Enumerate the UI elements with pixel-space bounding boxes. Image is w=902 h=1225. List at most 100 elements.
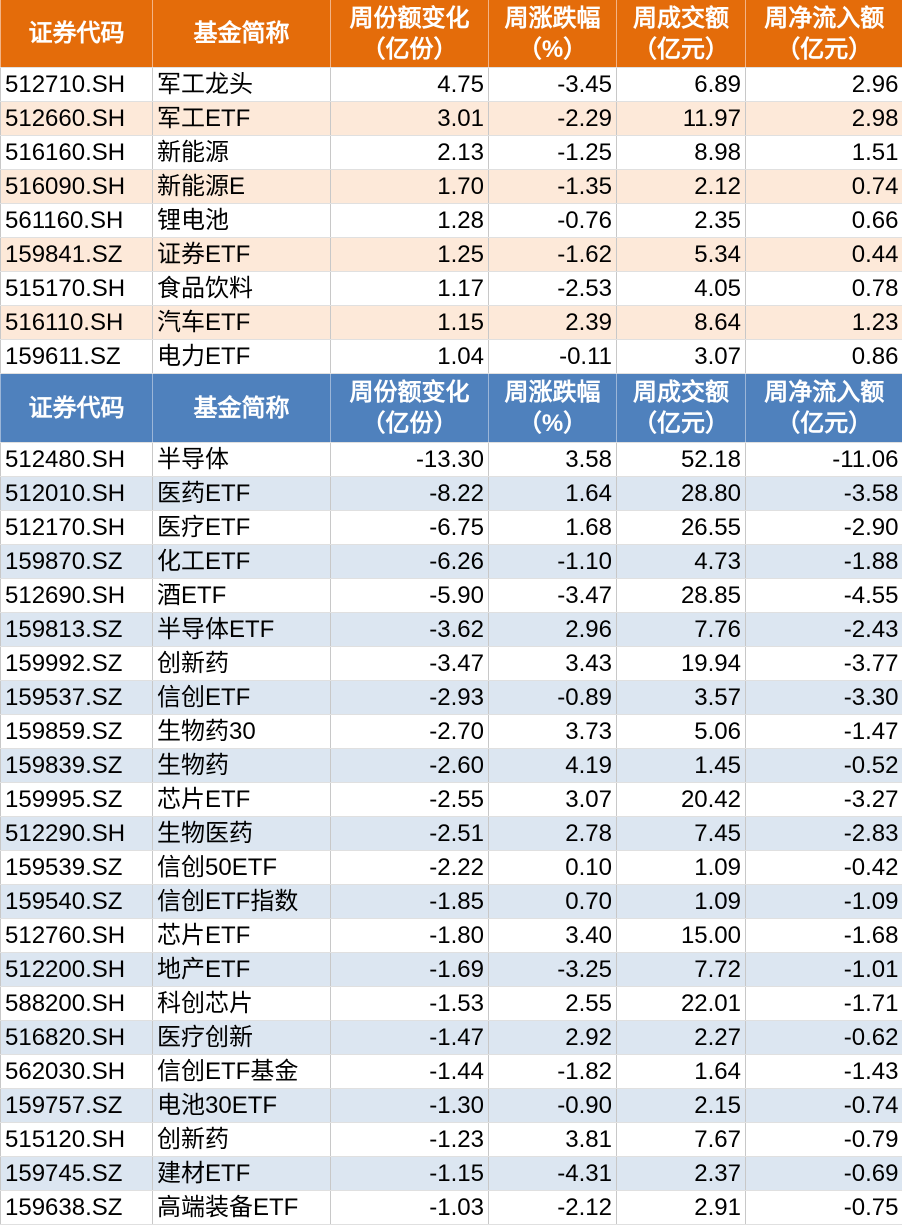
name-cell: 新能源E bbox=[152, 169, 331, 204]
value-cell: 1.25 bbox=[330, 237, 489, 272]
value-cell: -1.30 bbox=[330, 1088, 489, 1123]
value-cell: -1.43 bbox=[745, 1054, 902, 1089]
header-cell: 周净流入额 （亿元） bbox=[745, 0, 902, 68]
code-cell: 159537.SZ bbox=[0, 680, 153, 715]
value-cell: 5.34 bbox=[616, 237, 746, 272]
value-cell: 3.01 bbox=[330, 101, 489, 136]
value-cell: -2.55 bbox=[330, 782, 489, 817]
header-text: 周涨跌幅 bbox=[504, 379, 601, 406]
header-cell: 基金简称 bbox=[152, 0, 331, 68]
value-cell: -1.03 bbox=[330, 1190, 489, 1225]
value-cell: 3.58 bbox=[488, 442, 617, 477]
value-cell: -0.76 bbox=[488, 203, 617, 238]
value-cell: -2.43 bbox=[745, 612, 902, 647]
value-cell: 2.27 bbox=[616, 1020, 746, 1055]
code-cell: 588200.SH bbox=[0, 986, 153, 1021]
name-cell: 科创芯片 bbox=[152, 986, 331, 1021]
code-cell: 512170.SH bbox=[0, 510, 153, 545]
data-table: 证券代码 基金简称 周份额变化 （亿份） 周涨跌幅 （%） 周成交额 （亿元） 周净流入额 （亿元… bbox=[0, 374, 902, 1225]
value-cell: -8.22 bbox=[330, 476, 489, 511]
value-cell: -1.10 bbox=[488, 544, 617, 579]
value-cell: -3.45 bbox=[488, 67, 617, 102]
value-cell: 0.86 bbox=[745, 339, 902, 374]
table-row: 159813.SZ 半导体ETF -3.62 2.96 7.76 -2.43 bbox=[0, 612, 902, 647]
value-cell: 8.64 bbox=[616, 305, 746, 340]
name-cell: 创新药 bbox=[152, 646, 331, 681]
value-cell: -0.42 bbox=[745, 850, 902, 885]
data-table: 证券代码 基金简称 周份额变化 （亿份） 周涨跌幅 （%） 周成交额 （亿元） 周净流入额 （亿元… bbox=[0, 0, 902, 374]
code-cell: 512010.SH bbox=[0, 476, 153, 511]
table-row: 159638.SZ 高端装备ETF -1.03 -2.12 2.91 -0.75 bbox=[0, 1190, 902, 1225]
code-cell: 159813.SZ bbox=[0, 612, 153, 647]
value-cell: -5.90 bbox=[330, 578, 489, 613]
value-cell: -2.29 bbox=[488, 101, 617, 136]
name-cell: 信创ETF bbox=[152, 680, 331, 715]
value-cell: 3.40 bbox=[488, 918, 617, 953]
table-row: 159995.SZ 芯片ETF -2.55 3.07 20.42 -3.27 bbox=[0, 782, 902, 817]
value-cell: 20.42 bbox=[616, 782, 746, 817]
value-cell: 3.81 bbox=[488, 1122, 617, 1157]
table-row: 512760.SH 芯片ETF -1.80 3.40 15.00 -1.68 bbox=[0, 918, 902, 953]
value-cell: 1.17 bbox=[330, 271, 489, 306]
name-cell: 生物药30 bbox=[152, 714, 331, 749]
table-row: 512290.SH 生物医药 -2.51 2.78 7.45 -2.83 bbox=[0, 816, 902, 851]
value-cell: 1.64 bbox=[616, 1054, 746, 1089]
value-cell: 4.19 bbox=[488, 748, 617, 783]
name-cell: 电力ETF bbox=[152, 339, 331, 374]
name-cell: 生物药 bbox=[152, 748, 331, 783]
value-cell: 0.78 bbox=[745, 271, 902, 306]
value-cell: -0.74 bbox=[745, 1088, 902, 1123]
code-cell: 512480.SH bbox=[0, 442, 153, 477]
code-cell: 159539.SZ bbox=[0, 850, 153, 885]
name-cell: 信创ETF指数 bbox=[152, 884, 331, 919]
code-cell: 561160.SH bbox=[0, 203, 153, 238]
value-cell: -6.75 bbox=[330, 510, 489, 545]
value-cell: 1.15 bbox=[330, 305, 489, 340]
name-cell: 芯片ETF bbox=[152, 782, 331, 817]
table-row: 512200.SH 地产ETF -1.69 -3.25 7.72 -1.01 bbox=[0, 952, 902, 987]
value-cell: 1.04 bbox=[330, 339, 489, 374]
table-row: 159537.SZ 信创ETF -2.93 -0.89 3.57 -3.30 bbox=[0, 680, 902, 715]
code-cell: 512760.SH bbox=[0, 918, 153, 953]
value-cell: 5.06 bbox=[616, 714, 746, 749]
header-row: 证券代码 基金简称 周份额变化 （亿份） 周涨跌幅 （%） 周成交额 （亿元） 周净流入额 （亿元… bbox=[0, 0, 902, 68]
value-cell: -3.47 bbox=[330, 646, 489, 681]
table-row: 159539.SZ 信创50ETF -2.22 0.10 1.09 -0.42 bbox=[0, 850, 902, 885]
name-cell: 军工ETF bbox=[152, 101, 331, 136]
header-text: 基金简称 bbox=[193, 394, 290, 422]
value-cell: -1.62 bbox=[488, 237, 617, 272]
value-cell: 2.78 bbox=[488, 816, 617, 851]
name-cell: 半导体 bbox=[152, 442, 331, 477]
code-cell: 159870.SZ bbox=[0, 544, 153, 579]
value-cell: 28.85 bbox=[616, 578, 746, 613]
value-cell: -2.22 bbox=[330, 850, 489, 885]
name-cell: 地产ETF bbox=[152, 952, 331, 987]
value-cell: -0.11 bbox=[488, 339, 617, 374]
value-cell: 19.94 bbox=[616, 646, 746, 681]
header-text: （亿元） bbox=[633, 410, 729, 437]
value-cell: -0.90 bbox=[488, 1088, 617, 1123]
table-row: 512660.SH 军工ETF 3.01 -2.29 11.97 2.98 bbox=[0, 101, 902, 136]
table-row: 512480.SH 半导体 -13.30 3.58 52.18 -11.06 bbox=[0, 442, 902, 477]
value-cell: -0.75 bbox=[745, 1190, 902, 1225]
value-cell: 6.89 bbox=[616, 67, 746, 102]
header-text: 周成交额 bbox=[633, 4, 729, 32]
table-row: 561160.SH 锂电池 1.28 -0.76 2.35 0.66 bbox=[0, 203, 902, 238]
value-cell: -1.23 bbox=[330, 1122, 489, 1157]
value-cell: -1.25 bbox=[488, 135, 617, 170]
table-row: 159540.SZ 信创ETF指数 -1.85 0.70 1.09 -1.09 bbox=[0, 884, 902, 919]
value-cell: -1.47 bbox=[745, 714, 902, 749]
code-cell: 512200.SH bbox=[0, 952, 153, 987]
code-cell: 159841.SZ bbox=[0, 237, 153, 272]
value-cell: -1.88 bbox=[745, 544, 902, 579]
table-row: 512170.SH 医疗ETF -6.75 1.68 26.55 -2.90 bbox=[0, 510, 902, 545]
code-cell: 159995.SZ bbox=[0, 782, 153, 817]
value-cell: -1.35 bbox=[488, 169, 617, 204]
value-cell: 1.51 bbox=[745, 135, 902, 170]
header-text: 周成交额 bbox=[633, 379, 729, 406]
value-cell: -1.85 bbox=[330, 884, 489, 919]
value-cell: -0.89 bbox=[488, 680, 617, 715]
header-cell: 周净流入额 （亿元） bbox=[745, 374, 902, 443]
code-cell: 516160.SH bbox=[0, 135, 153, 170]
code-cell: 159540.SZ bbox=[0, 884, 153, 919]
